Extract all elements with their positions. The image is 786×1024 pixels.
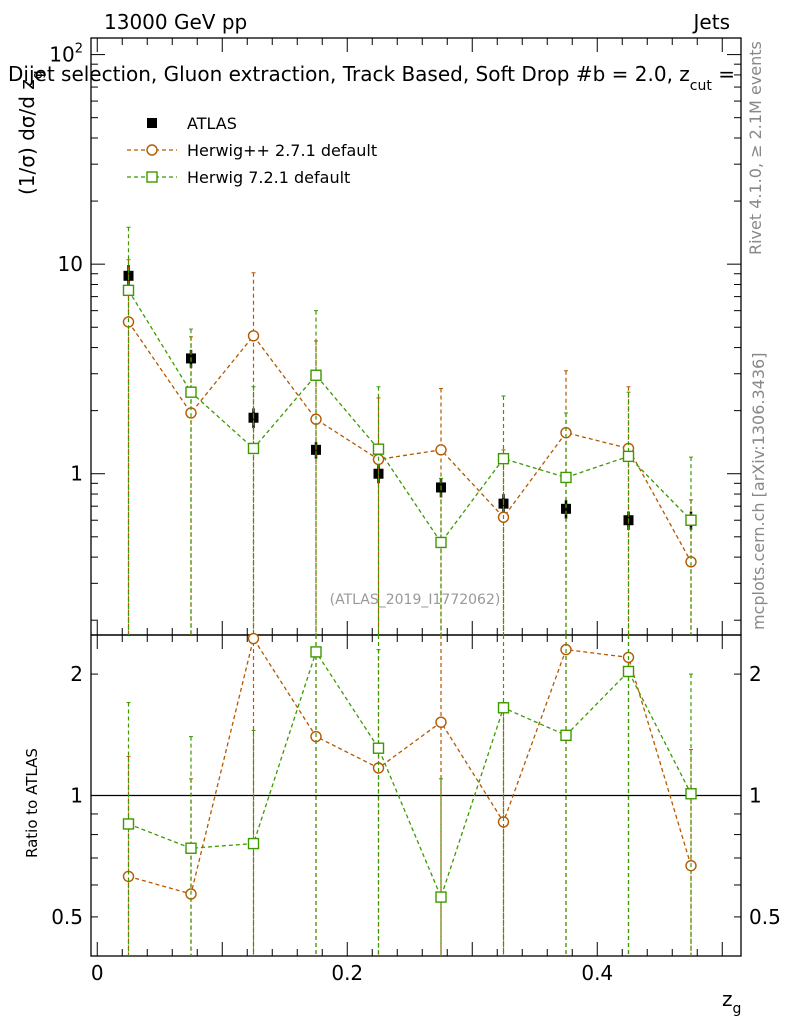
ratio-ylabel: Ratio to ATLAS	[23, 748, 41, 858]
ratio-herwig7-point	[247, 837, 260, 850]
main-herwig7-line	[127, 290, 692, 544]
ratio-herwig7-point	[185, 842, 197, 854]
main-series-layer	[122, 226, 697, 635]
main-herwig7-point	[435, 536, 447, 549]
main-herwig7-point	[622, 450, 635, 463]
main-atlas-point	[561, 503, 571, 514]
ratio-herwig7-point	[372, 742, 385, 754]
main-herwigpp-point	[247, 330, 260, 342]
ratio-ytick-label: 2	[70, 662, 83, 686]
legend-herwig7-label: Herwig 7.2.1 default	[187, 168, 350, 187]
main-herwig7-point	[560, 471, 572, 484]
main-ytick-label: 10	[58, 252, 83, 276]
legend-herwig7-marker	[146, 171, 158, 183]
ratio-herwig7-point	[122, 818, 135, 830]
ratio-ytick-label-right: 1	[749, 784, 762, 808]
main-ytick-label: 1	[70, 462, 83, 486]
legend-atlas-label: ATLAS	[187, 114, 237, 133]
ratio-xtick-label: 0	[91, 961, 104, 985]
legend: ATLAS Herwig++ 2.7.1 default Herwig 7.2.…	[127, 114, 377, 187]
main-herwig7-point	[372, 443, 385, 455]
main-ytick-label-sup: 2	[75, 42, 83, 57]
ratio-herwigpp-line	[128, 636, 692, 895]
ratio-ytick-label: 1	[70, 784, 83, 808]
ratio-axis-ticks: 0.5 0.5 1 1 2 2 0 0.2 0.4	[51, 635, 781, 985]
main-herwig7-point	[185, 386, 197, 398]
process-label: Jets	[692, 10, 730, 34]
ratio-xlabel-sub: g	[733, 1001, 742, 1017]
main-herwigpp-point	[435, 444, 447, 456]
main-herwig7-point	[685, 514, 697, 526]
plot-title-sub: cut	[690, 78, 713, 94]
rivet-label: Rivet 4.1.0, ≥ 2.1M events	[746, 41, 765, 255]
ratio-herwig7-point	[435, 891, 447, 903]
ratio-herwig7-line	[128, 650, 692, 899]
ratio-herwig7-point	[310, 646, 322, 658]
ratio-herwig7-point	[560, 729, 572, 742]
plot-title: Dijet selection, Gluon extraction, Track…	[8, 62, 735, 94]
mcplots-label: mcplots.cern.ch [arXiv:1306.3436]	[749, 353, 768, 630]
legend-herwigpp-marker	[146, 144, 158, 156]
ratio-xlabel: zg	[722, 987, 741, 1017]
main-herwig7-point	[310, 369, 322, 381]
main-ylabel-sub: g	[30, 70, 46, 79]
ratio-xtick-label: 0.4	[581, 961, 613, 985]
ratio-herwig7-point	[685, 788, 697, 800]
main-ylabel: (1/σ) dσ/d zg	[15, 70, 46, 195]
ratio-herwigpp-point	[247, 632, 260, 645]
ratio-xtick-label: 0.2	[331, 961, 363, 985]
main-herwig7-point	[122, 284, 135, 297]
ratio-ytick-label: 0.5	[51, 905, 83, 929]
ratio-ytick-label-right: 2	[749, 662, 762, 686]
main-herwigpp-line	[127, 321, 692, 563]
ratio-series-layer	[91, 632, 741, 956]
main-herwig7-point	[497, 452, 510, 465]
analysis-watermark: (ATLAS_2019_I1772062)	[330, 592, 501, 608]
ratio-ytick-label-right: 0.5	[749, 905, 781, 929]
energy-label: 13000 GeV pp	[104, 10, 247, 34]
plot-title-tail: =	[712, 62, 735, 86]
ratio-herwigpp-point	[435, 716, 447, 728]
ratio-herwig7-point	[622, 665, 635, 678]
legend-herwigpp-label: Herwig++ 2.7.1 default	[187, 141, 377, 160]
legend-atlas-marker	[147, 118, 157, 128]
main-herwig7-point	[247, 442, 260, 455]
ratio-herwig7-point	[497, 702, 510, 714]
